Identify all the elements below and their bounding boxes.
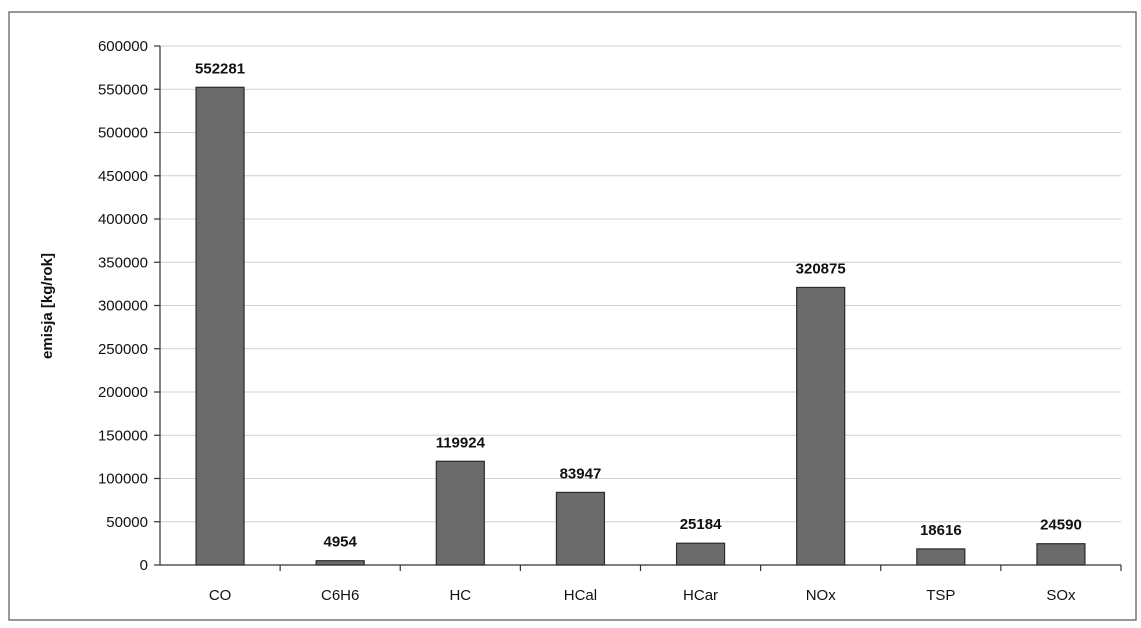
y-tick-label: 200000	[98, 384, 148, 401]
bar-hc	[435, 460, 485, 566]
x-tick-label: HCar	[683, 587, 718, 604]
x-tick-label: HC	[449, 587, 471, 604]
x-axis-ticks: CO C6H6 HC HCal HCar NOx TSP SOx	[209, 565, 1122, 604]
bar-co	[195, 86, 245, 566]
data-label: 320875	[796, 260, 846, 277]
bar-nox	[796, 286, 846, 566]
bar-tsp	[916, 548, 966, 566]
y-tick-label: 600000	[98, 38, 148, 55]
y-tick-label: 400000	[98, 211, 148, 228]
x-tick-label: SOx	[1046, 587, 1076, 604]
x-tick-label: HCal	[564, 587, 597, 604]
bar-sox	[1036, 543, 1086, 566]
y-tick-label: 0	[140, 557, 148, 574]
y-tick-label: 150000	[98, 427, 148, 444]
y-axis-title: emisja [kg/rok]	[39, 253, 56, 359]
data-labels: 552281 4954 119924 83947 25184 320875 18616 245…	[195, 60, 1082, 550]
x-tick-label: CO	[209, 587, 232, 604]
x-tick-label: TSP	[926, 587, 955, 604]
x-tick-label: NOx	[806, 587, 837, 604]
y-tick-label: 50000	[106, 514, 148, 531]
y-tick-label: 450000	[98, 168, 148, 185]
data-label: 18616	[920, 522, 962, 539]
y-tick-label: 100000	[98, 471, 148, 488]
bar-c6h6	[315, 560, 365, 566]
y-tick-label: 300000	[98, 298, 148, 315]
y-tick-label: 550000	[98, 81, 148, 98]
y-tick-label: 500000	[98, 125, 148, 142]
data-label: 25184	[680, 516, 722, 533]
data-label: 119924	[436, 434, 486, 451]
data-label: 24590	[1040, 517, 1082, 534]
y-tick-label: 250000	[98, 341, 148, 358]
x-tick-label: C6H6	[321, 587, 359, 604]
data-label: 4954	[324, 534, 358, 551]
data-label: 552281	[195, 60, 245, 77]
bar-hcal	[555, 491, 606, 566]
y-tick-label: 350000	[98, 254, 148, 271]
data-label: 83947	[560, 465, 602, 482]
bar-hcar	[675, 542, 726, 566]
y-axis-ticks: 0 50000 100000 150000 200000 250000 300000 3500…	[98, 38, 160, 574]
gridlines	[160, 45, 1121, 523]
